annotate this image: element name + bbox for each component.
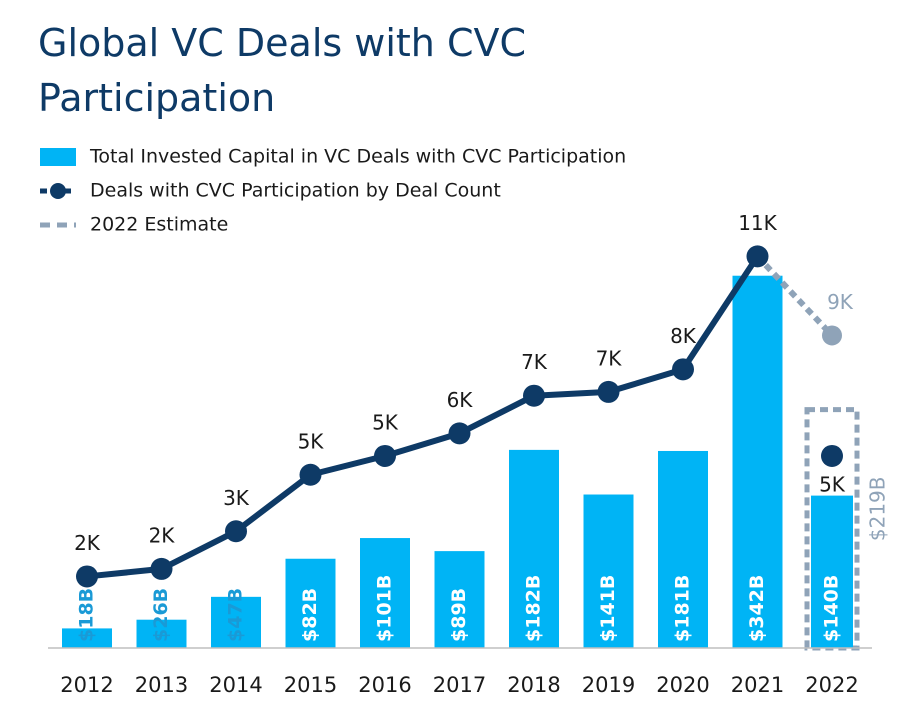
bar: [360, 538, 410, 648]
point-label: 7K: [521, 350, 548, 374]
bar-value-label: $89B: [448, 588, 470, 642]
point-label: 5K: [372, 410, 399, 434]
point: [523, 384, 545, 407]
point-label: 3K: [223, 486, 250, 510]
x-tick-label: 2015: [284, 673, 337, 697]
point: [374, 444, 396, 467]
x-tick-label: 2018: [507, 673, 560, 697]
point: [150, 557, 173, 580]
bar: [434, 551, 485, 648]
bar: [732, 275, 783, 648]
x-tick-label: 2014: [209, 673, 262, 697]
estimate-point: [822, 325, 842, 346]
bar: [285, 558, 336, 648]
estimate-point-label: 9K: [827, 290, 854, 314]
bar: [811, 495, 853, 648]
x-tick-label: 2012: [60, 673, 113, 697]
point: [672, 358, 694, 381]
point: [821, 444, 843, 467]
bar-value-label: $342B: [746, 575, 768, 642]
x-tick-label: 2016: [358, 673, 411, 697]
x-tick-label: 2017: [433, 673, 486, 697]
point-label: 7K: [596, 346, 623, 370]
bar-value-label: $182B: [523, 575, 545, 642]
point: [597, 380, 620, 403]
bar-value-label: $26B: [150, 588, 172, 642]
x-tick-label: 2022: [805, 673, 858, 697]
x-tick-label: 2020: [656, 673, 709, 697]
point: [746, 245, 769, 268]
legend-swatch: [50, 183, 66, 199]
bar-value-label: $181B: [672, 575, 694, 642]
point-label: 2K: [74, 531, 101, 555]
point: [76, 565, 98, 588]
point-label: 8K: [670, 324, 697, 348]
point-label: 5K: [298, 429, 325, 453]
bar: [658, 450, 708, 648]
point: [225, 520, 247, 543]
line: [86, 254, 761, 580]
bar: [583, 494, 634, 648]
bar: [136, 619, 187, 648]
bar-value-label: $82B: [299, 588, 321, 642]
point: [299, 463, 322, 486]
chart-title: Global VC Deals with CVC Participation: [38, 21, 526, 120]
bar-value-label: $140B: [821, 575, 843, 642]
bar-value-label: $141B: [597, 575, 619, 642]
x-tick-label: 2019: [582, 673, 635, 697]
bar: [62, 628, 112, 648]
legend-label: Deals with CVC Participation by Deal Cou…: [90, 180, 501, 202]
bar-value-label: $101B: [374, 575, 396, 642]
estimate-connector: [755, 254, 835, 338]
legend-label: Total Invested Capital in VC Deals with …: [89, 146, 626, 168]
point: [448, 422, 471, 445]
point-label: 2K: [149, 523, 176, 547]
bar-value-label: $18B: [76, 588, 98, 642]
bar-value-label: $47B: [225, 588, 247, 642]
legend-swatch: [40, 148, 76, 166]
x-tick-label: 2013: [135, 673, 188, 697]
point-label: 11K: [738, 211, 777, 235]
bar: [211, 596, 261, 648]
x-tick-label: 2021: [731, 673, 784, 697]
bar: [509, 449, 559, 648]
legend-label: 2022 Estimate: [90, 214, 228, 236]
point-label: 5K: [819, 472, 846, 496]
estimate-bar-label: $219B: [866, 476, 890, 541]
point-label: 6K: [447, 388, 474, 412]
